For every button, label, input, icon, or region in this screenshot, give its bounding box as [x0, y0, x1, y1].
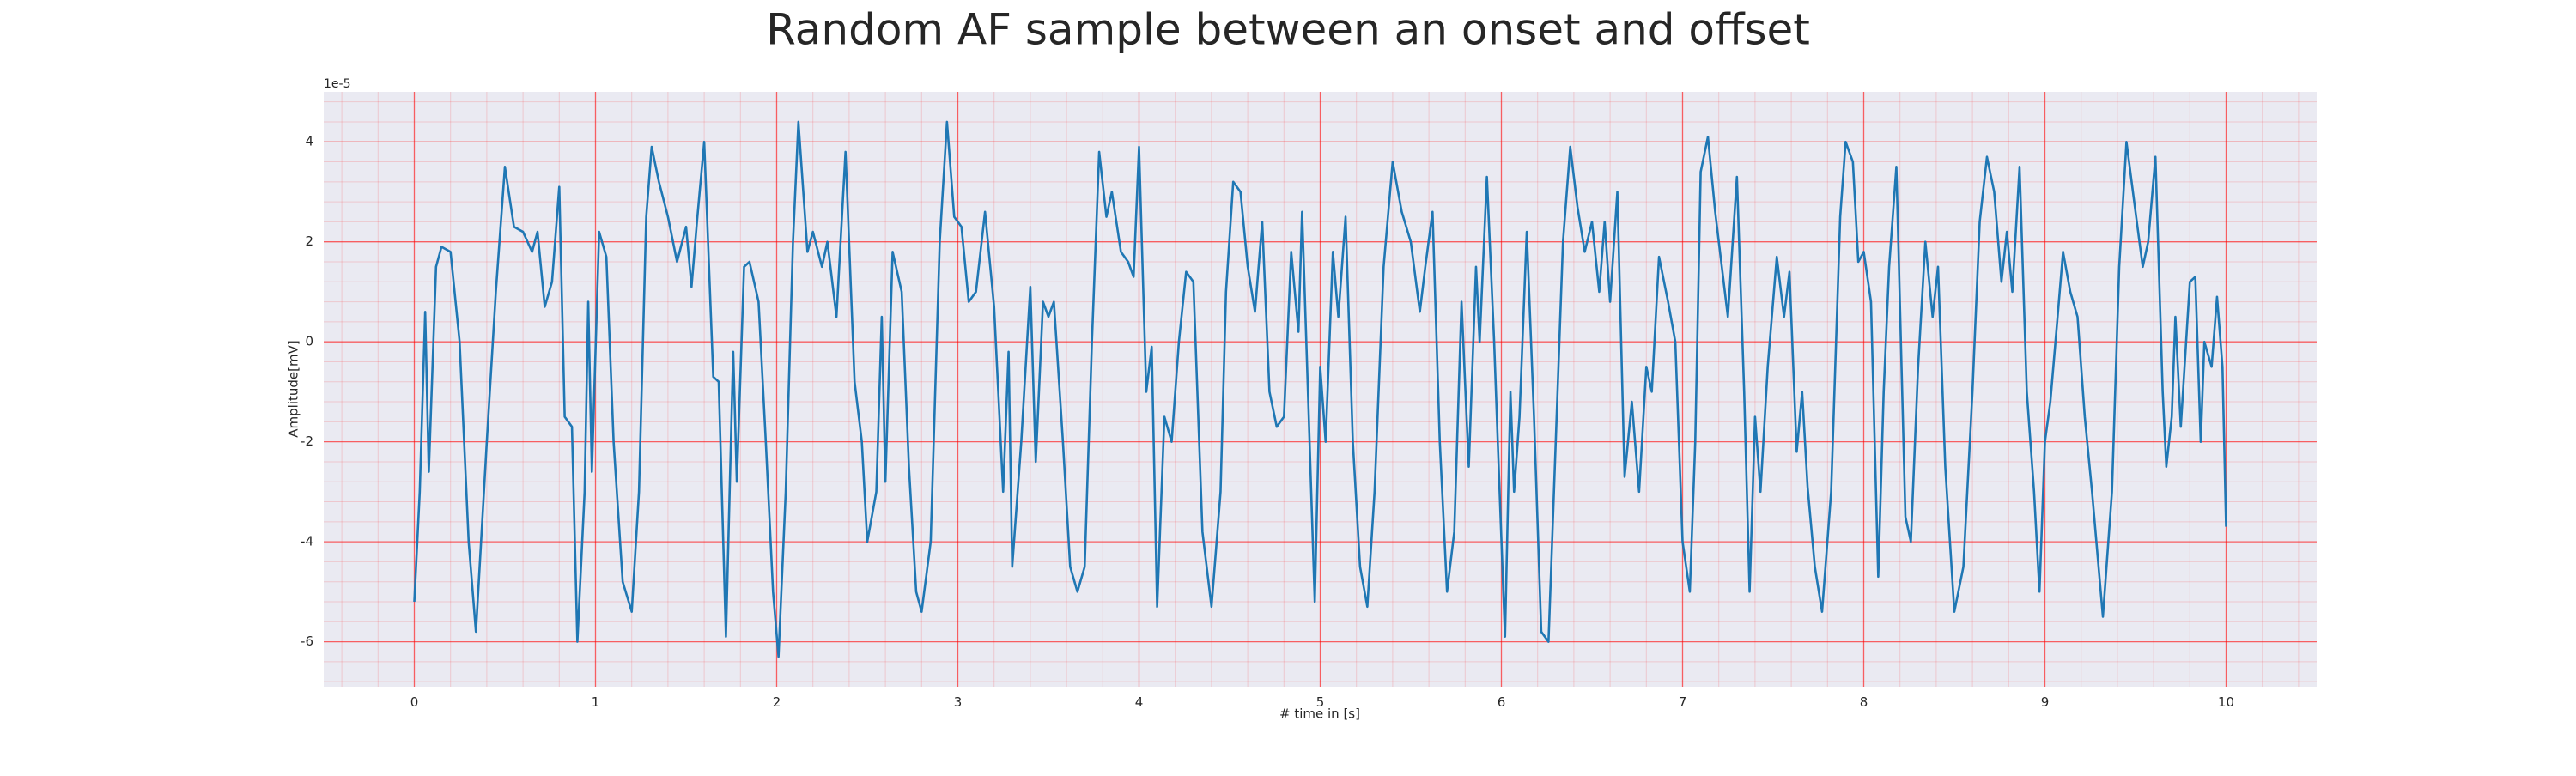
y-tick-label: -6 [301, 634, 313, 649]
x-tick-label: 8 [1860, 694, 1868, 710]
y-tick-label: 4 [305, 134, 313, 149]
x-tick-label: 3 [954, 694, 963, 710]
y-offset-label: 1e-5 [324, 77, 350, 91]
x-tick-label: 9 [2041, 694, 2050, 710]
x-tick-label: 1 [592, 694, 600, 710]
y-axis-label: Amplitude[mV] [286, 340, 301, 437]
x-tick-label: 10 [2218, 694, 2234, 710]
x-tick-label: 0 [410, 694, 419, 710]
x-tick-label: 2 [773, 694, 781, 710]
y-tick-label: -2 [301, 433, 313, 449]
x-tick-label: 7 [1679, 694, 1687, 710]
chart-title: Random AF sample between an onset and of… [766, 5, 1810, 55]
x-tick-label: 6 [1498, 694, 1506, 710]
signal-line [413, 120, 2227, 658]
x-axis-label: # time in [s] [1279, 706, 1360, 722]
y-tick-label: 0 [305, 334, 313, 349]
x-tick-label: 5 [1316, 694, 1325, 710]
y-tick-label: -4 [301, 534, 313, 549]
x-tick-label: 4 [1135, 694, 1144, 710]
y-tick-label: 2 [305, 233, 313, 249]
